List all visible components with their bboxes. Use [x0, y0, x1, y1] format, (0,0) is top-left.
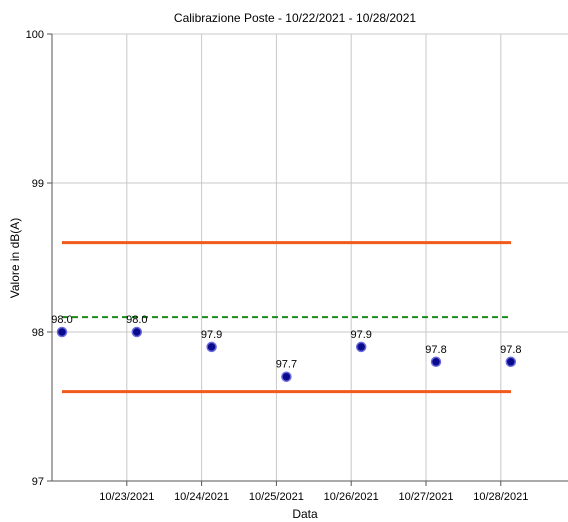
y-tick-label: 98	[32, 327, 44, 339]
tick-labels: 97 98 99 100 10/23/2021 10/24/2021 10/25/2021 1…	[26, 29, 529, 503]
data-points	[56, 326, 517, 382]
chart-title: Calibrazione Poste - 10/22/2021 - 10/28/…	[174, 11, 416, 25]
data-point	[430, 356, 442, 368]
data-label: 98.0	[51, 314, 72, 326]
x-tick-label: 10/26/2021	[324, 491, 379, 503]
x-tick-label: 10/23/2021	[99, 491, 154, 503]
y-tick-label: 97	[32, 476, 44, 488]
data-label: 97.9	[350, 329, 371, 341]
data-label: 97.8	[500, 344, 521, 356]
data-label: 97.7	[276, 359, 297, 371]
reference-lines	[62, 241, 511, 394]
data-point	[56, 326, 68, 338]
x-axis-label: Data	[292, 507, 318, 521]
data-point	[505, 356, 517, 368]
axes	[47, 33, 568, 486]
data-labels: 98.0 98.0 97.9 97.7 97.9 97.8 97.8	[51, 314, 521, 371]
y-axis-label: Valore in dB(A)	[8, 218, 22, 298]
data-point	[131, 326, 143, 338]
x-tick-label: 10/27/2021	[398, 491, 453, 503]
y-tick-label: 99	[32, 178, 44, 190]
grid	[52, 33, 568, 482]
data-label: 97.9	[201, 329, 222, 341]
data-label: 97.8	[425, 344, 446, 356]
x-tick-label: 10/24/2021	[174, 491, 229, 503]
data-label: 98.0	[126, 314, 147, 326]
y-tick-label: 100	[26, 29, 44, 41]
data-point	[281, 371, 292, 382]
data-point	[206, 341, 217, 353]
data-point	[355, 341, 367, 353]
x-tick-label: 10/28/2021	[473, 491, 528, 503]
x-tick-label: 10/25/2021	[249, 491, 304, 503]
